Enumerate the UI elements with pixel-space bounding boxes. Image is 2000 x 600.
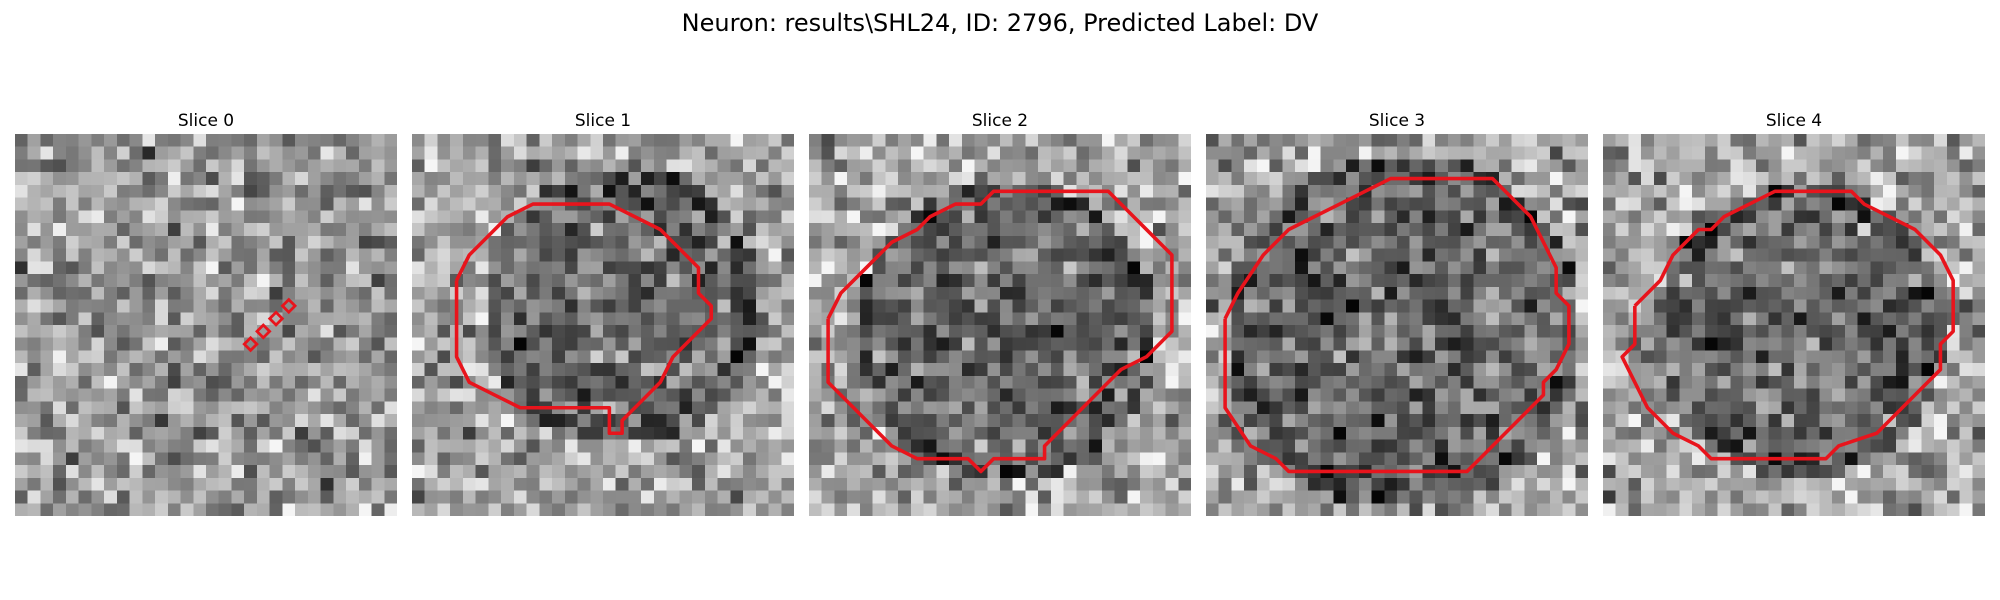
slice-title: Slice 0	[177, 111, 235, 131]
contour-marker	[242, 335, 259, 353]
pixel-grid	[15, 134, 397, 516]
pixel-grid	[412, 134, 794, 516]
slice-panel-4: Slice 4	[1603, 110, 1985, 516]
pixel-grid	[809, 134, 1191, 516]
slice-panel-1: Slice 1	[412, 110, 794, 516]
slice-panel-2: Slice 2	[809, 110, 1191, 516]
figure-title: Neuron: results\SHL24, ID: 2796, Predict…	[681, 9, 1319, 37]
slice-title: Slice 2	[971, 111, 1029, 131]
slice-image	[412, 134, 794, 516]
slice-image	[15, 134, 397, 516]
slice-title: Slice 4	[1765, 111, 1823, 131]
contour-line	[1620, 189, 1955, 461]
pixel-grid	[1206, 134, 1588, 516]
slice-image	[1603, 134, 1985, 516]
contour-line	[826, 189, 1174, 474]
slice-image	[809, 134, 1191, 516]
contour-line	[1223, 176, 1571, 474]
slice-title: Slice 3	[1368, 111, 1426, 131]
slice-image	[1206, 134, 1588, 516]
contour-line	[454, 202, 714, 436]
contour-marker	[255, 323, 272, 340]
slice-panel-0: Slice 0	[15, 110, 397, 516]
contour-marker	[267, 310, 285, 327]
slice-title: Slice 1	[574, 111, 632, 131]
slice-panel-3: Slice 3	[1206, 110, 1588, 516]
contour-marker	[280, 297, 298, 315]
